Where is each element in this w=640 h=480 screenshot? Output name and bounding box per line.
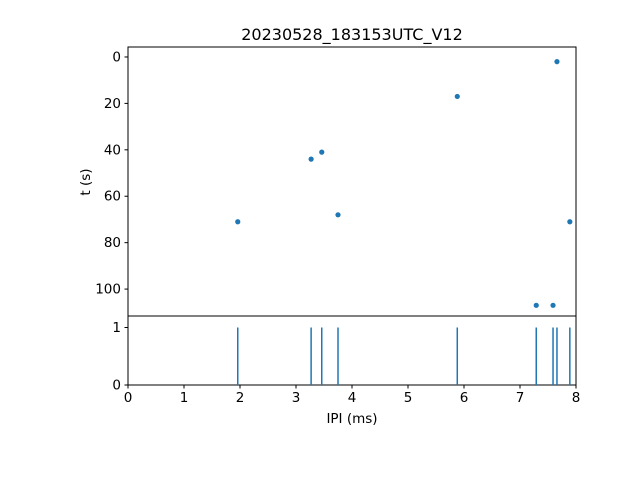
x-tick-label: 4 <box>348 390 357 406</box>
y-axis-label: t (s) <box>78 168 94 195</box>
plot-title: 20230528_183153UTC_V12 <box>241 25 463 45</box>
x-tick-label: 2 <box>236 390 245 406</box>
x-tick-label: 6 <box>460 390 469 406</box>
scatter-point <box>335 212 341 218</box>
x-tick-label: 3 <box>292 390 301 406</box>
y-tick-label: 0 <box>112 49 121 65</box>
scatter-point <box>550 302 556 308</box>
axes-layer: 0 20 40 60 80 100 0 1 0 1 2 3 4 5 6 7 8 <box>95 46 581 406</box>
scatter-point <box>235 219 241 225</box>
x-tick-label: 7 <box>516 390 525 406</box>
y-tick-label: 80 <box>104 235 121 251</box>
x-tick-label: 5 <box>404 390 413 406</box>
x-axis-label: IPI (ms) <box>326 411 377 427</box>
y-tick-label: 1 <box>112 320 121 336</box>
bottom-axes-frame <box>127 315 577 386</box>
y-tick-label: 60 <box>104 189 121 205</box>
y-tick-label: 0 <box>112 378 121 394</box>
scatter-point <box>454 93 460 100</box>
scatter-point <box>319 149 325 155</box>
x-tick-label: 0 <box>124 390 133 406</box>
scatter-point <box>567 219 573 225</box>
scatter-point <box>554 59 560 65</box>
scatter-point <box>533 302 539 308</box>
x-tick-label: 1 <box>180 390 189 406</box>
y-tick-label: 100 <box>95 282 121 298</box>
y-tick-label: 40 <box>104 142 121 158</box>
top-axes-frame <box>127 46 577 317</box>
scatter-point <box>308 156 314 162</box>
x-tick-label: 8 <box>572 390 581 406</box>
y-tick-label: 20 <box>104 96 121 112</box>
